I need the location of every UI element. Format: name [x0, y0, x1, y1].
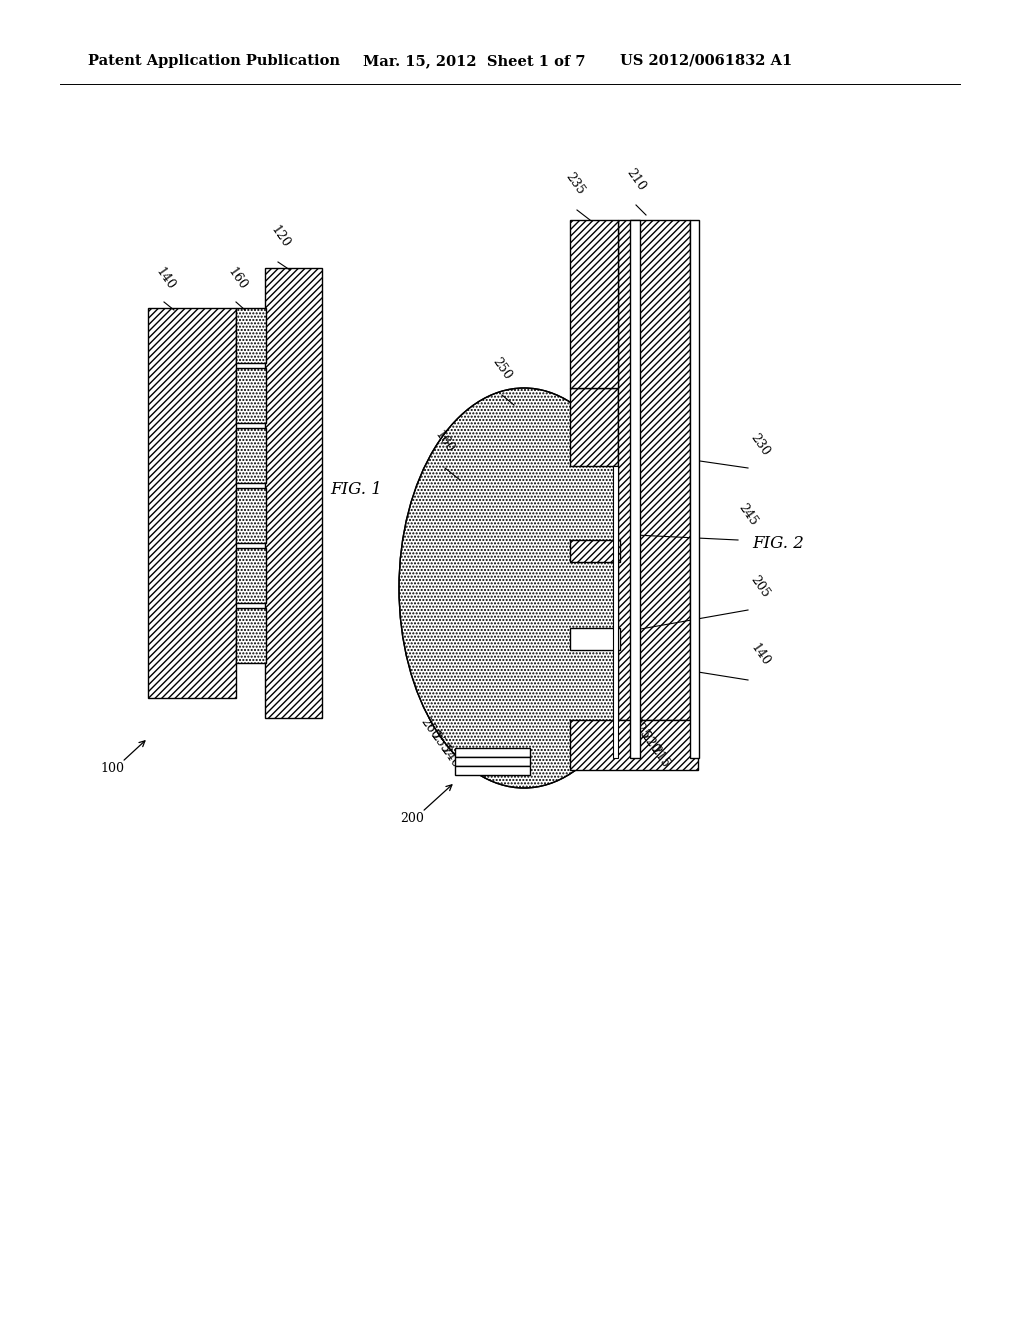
Text: 245: 245	[736, 502, 760, 528]
Bar	[618, 729, 698, 738]
Text: 255: 255	[428, 729, 453, 756]
Bar	[618, 738, 698, 747]
Text: US 2012/0061832 A1: US 2012/0061832 A1	[620, 54, 793, 69]
Bar	[630, 220, 640, 758]
Bar	[570, 388, 618, 466]
Text: 120: 120	[268, 223, 292, 249]
Text: 100: 100	[100, 762, 124, 775]
Bar	[570, 540, 620, 562]
Bar	[236, 609, 266, 663]
Text: FIG. 1: FIG. 1	[330, 480, 382, 498]
Bar	[618, 719, 698, 729]
Text: 220: 220	[638, 729, 663, 756]
Text: 200: 200	[400, 812, 424, 825]
Text: 210: 210	[624, 166, 648, 193]
Bar	[455, 766, 530, 775]
Bar	[236, 428, 266, 483]
Bar	[455, 756, 530, 766]
Bar	[455, 748, 530, 756]
Text: Patent Application Publication: Patent Application Publication	[88, 54, 340, 69]
Text: 140: 140	[153, 265, 177, 292]
Bar	[570, 719, 698, 770]
Bar	[236, 488, 266, 543]
Bar	[613, 466, 618, 758]
Bar	[265, 268, 322, 718]
Text: 250: 250	[490, 355, 514, 381]
Text: FIG. 2: FIG. 2	[752, 535, 804, 552]
Bar	[618, 220, 690, 758]
Text: 140: 140	[748, 642, 772, 668]
Ellipse shape	[399, 388, 649, 788]
Text: 225: 225	[628, 715, 652, 742]
Text: 160: 160	[225, 265, 250, 292]
Bar	[690, 220, 699, 758]
Bar	[236, 308, 266, 363]
Text: 230: 230	[748, 432, 772, 458]
Text: 160: 160	[432, 428, 457, 455]
Bar	[236, 368, 266, 422]
Text: 260: 260	[418, 715, 442, 742]
Bar	[148, 308, 236, 698]
Bar	[570, 220, 618, 388]
Bar	[236, 548, 266, 603]
Text: 240: 240	[438, 743, 463, 770]
Text: 205: 205	[748, 573, 772, 601]
Text: 235: 235	[563, 170, 588, 197]
Text: 215: 215	[648, 743, 673, 770]
Text: Mar. 15, 2012  Sheet 1 of 7: Mar. 15, 2012 Sheet 1 of 7	[362, 54, 586, 69]
Bar	[570, 628, 620, 649]
